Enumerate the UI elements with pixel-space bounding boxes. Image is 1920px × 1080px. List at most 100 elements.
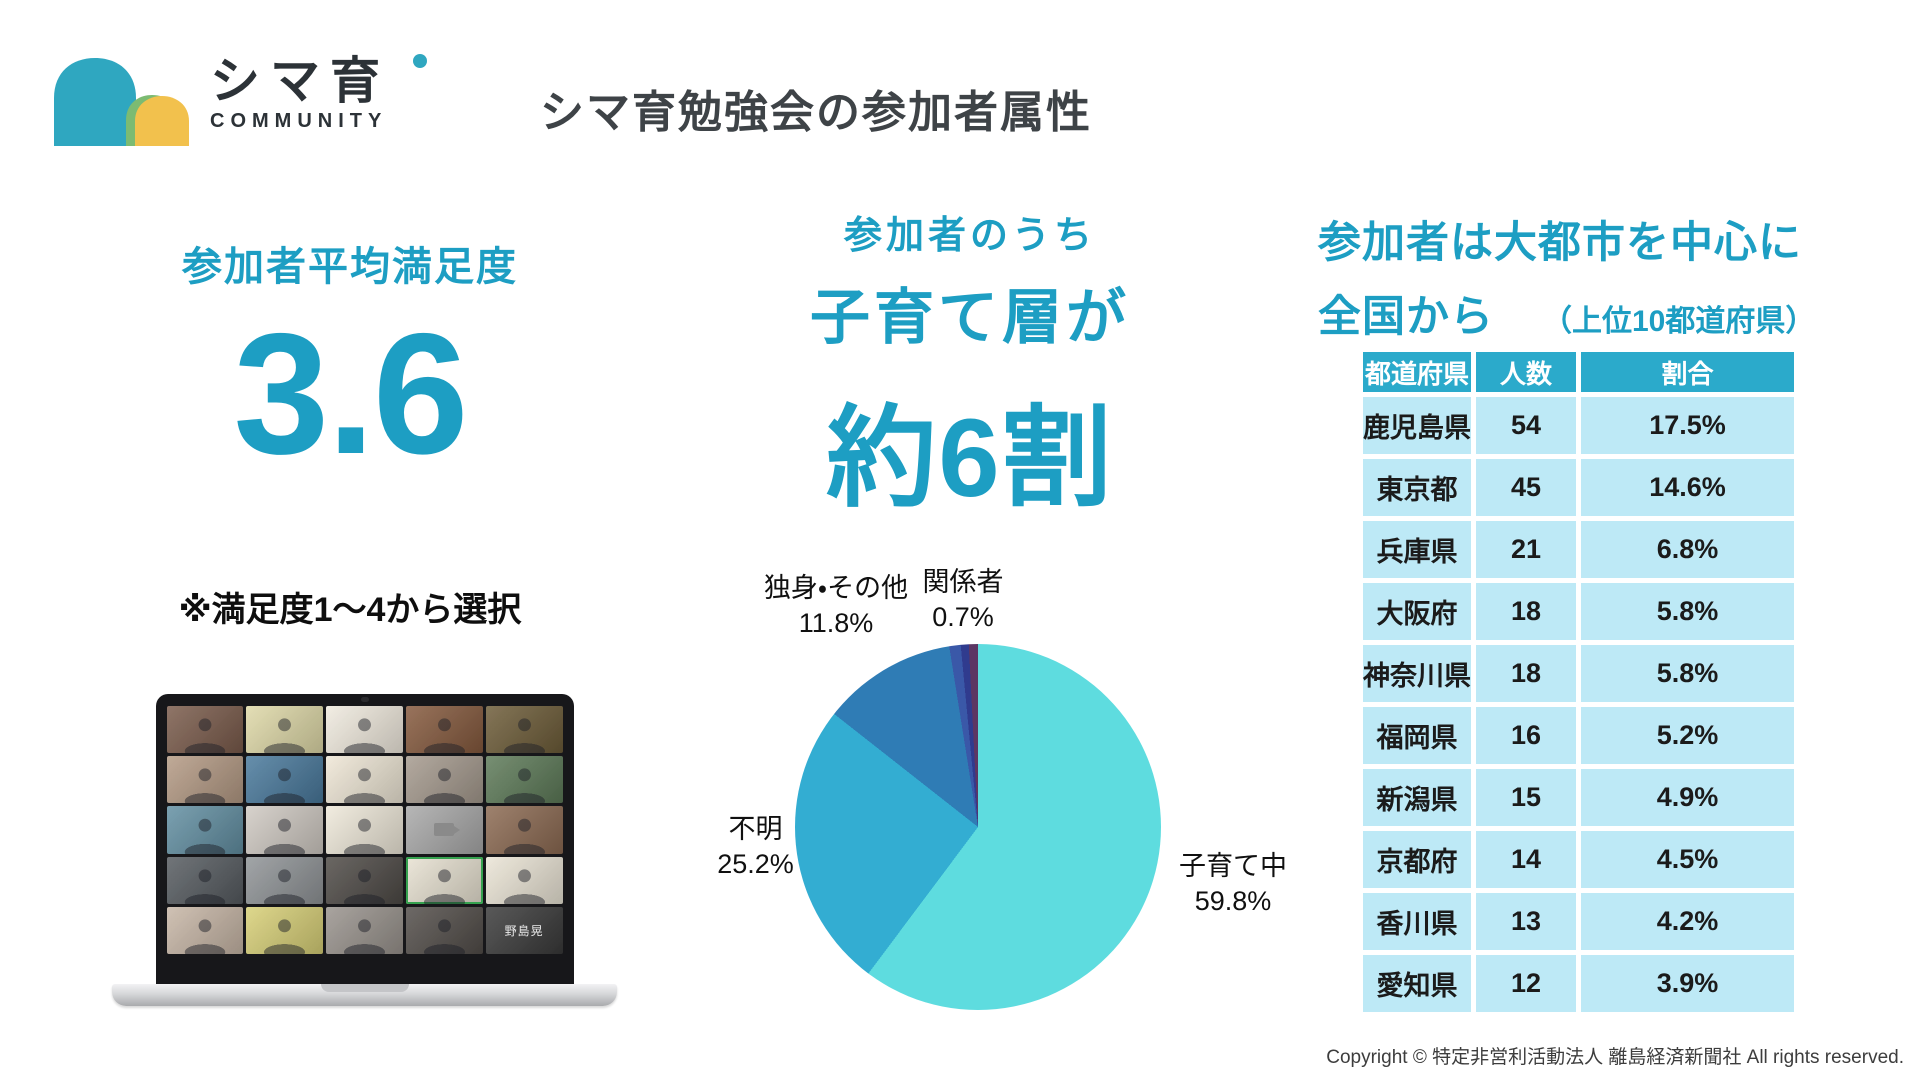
pie-label-text: 不明	[728, 814, 783, 844]
table-cell: 14	[1476, 831, 1576, 888]
table-cell: 香川県	[1363, 893, 1471, 950]
table-cell: 愛知県	[1363, 955, 1471, 1012]
satisfaction-heading: 参加者平均満足度	[182, 245, 518, 289]
laptop-grip	[320, 984, 409, 992]
table-cell: 神奈川県	[1363, 645, 1471, 702]
logo-dot-icon	[413, 54, 427, 68]
video-tile	[166, 806, 244, 854]
video-tile	[326, 806, 403, 854]
table-cell: 45	[1476, 459, 1576, 516]
table-cell: 大阪府	[1363, 583, 1471, 640]
table-cell: 12	[1476, 955, 1576, 1012]
video-tile	[485, 806, 563, 854]
table-cell: 18	[1476, 645, 1576, 702]
satisfaction-note: ※満足度1〜4から選択	[178, 591, 522, 629]
table-cell: 14.6%	[1581, 459, 1794, 516]
regions-heading: 参加者は大都市を中心に 全国から （上位10都道府県）	[1318, 208, 1858, 344]
webcam-notch-icon	[360, 697, 369, 702]
table-cell: 13	[1476, 893, 1576, 950]
pie-label-staff: 関係者 0.7%	[878, 565, 1048, 635]
video-tile: 野島晃	[485, 906, 563, 954]
pie-label-parenting: 子育て中 59.8%	[1138, 849, 1328, 919]
table-cell: 東京都	[1363, 459, 1471, 516]
logo: シマ育 COMMUNITY	[50, 54, 450, 146]
regions-heading-line1: 参加者は大都市を中心に	[1318, 219, 1802, 267]
table-cell: 京都府	[1363, 831, 1471, 888]
video-tile	[405, 806, 483, 854]
video-tile	[405, 856, 483, 904]
logo-text: シマ育 COMMUNITY	[210, 53, 460, 146]
video-tile	[166, 756, 244, 804]
table-cell: 6.8%	[1581, 521, 1794, 578]
pie-label-pct: 0.7%	[932, 602, 994, 633]
copyright: Copyright © 特定非営利活動法人 離島経済新聞社 All rights…	[1326, 1047, 1904, 1068]
table-cell: 福岡県	[1363, 707, 1471, 764]
table-cell: 5.2%	[1581, 707, 1794, 764]
table-cell: 21	[1476, 521, 1576, 578]
pie-label-single-other: 独身・その他 11.8%	[736, 571, 936, 641]
video-tile	[246, 756, 324, 804]
laptop-base	[112, 984, 617, 1006]
table-cell: 54	[1476, 397, 1576, 454]
table-header-cell: 人数	[1476, 352, 1576, 392]
video-tile	[326, 906, 403, 954]
table-cell: 3.9%	[1581, 955, 1794, 1012]
table-cell: 5.8%	[1581, 645, 1794, 702]
video-tile	[166, 856, 244, 904]
logo-islands-icon	[54, 58, 189, 146]
laptop-illustration: 野島晃	[112, 694, 617, 1006]
video-tile	[485, 856, 563, 904]
logo-en-label: COMMUNITY	[210, 110, 388, 132]
video-tile	[405, 706, 483, 754]
table-cell: 17.5%	[1581, 397, 1794, 454]
table-cell: 新潟県	[1363, 769, 1471, 826]
video-tile	[326, 706, 403, 754]
prefecture-table: 都道府県 人数 割合 鹿児島県 54 17.5% 東京都 45 14.6% 兵庫県 21 6.8% 大阪…	[1363, 352, 1794, 1012]
table-cell: 4.2%	[1581, 893, 1794, 950]
pie-label-text: 関係者	[922, 567, 1004, 597]
video-tile	[326, 856, 403, 904]
pie-chart	[795, 644, 1161, 1010]
regions-heading-line2-main: 全国から	[1318, 293, 1494, 341]
table-cell: 鹿児島県	[1363, 397, 1471, 454]
video-tile	[166, 906, 244, 954]
table-cell: 16	[1476, 707, 1576, 764]
table-cell: 兵庫県	[1363, 521, 1471, 578]
pie-label-pct: 59.8%	[1194, 886, 1272, 917]
video-tile	[485, 756, 563, 804]
table-cell: 15	[1476, 769, 1576, 826]
regions-heading-line2: 全国から （上位10都道府県）	[1318, 282, 1858, 344]
pie-label-text: 独身・その他	[763, 573, 909, 603]
video-tile	[246, 906, 324, 954]
demographics-line1: 参加者のうち	[843, 215, 1096, 257]
regions-heading-note: （上位10都道府県）	[1542, 305, 1816, 338]
pie-label-text: 子育て中	[1179, 851, 1287, 881]
laptop-screen: 野島晃	[155, 694, 574, 984]
table-cell: 18	[1476, 583, 1576, 640]
video-tile	[405, 756, 483, 804]
video-tile	[326, 756, 403, 804]
pie-label-unknown: 不明 25.2%	[668, 812, 843, 882]
demographics-heading: 参加者のうち 子育て層が 約6割	[715, 204, 1225, 528]
video-tile	[246, 706, 324, 754]
video-tile	[246, 806, 324, 854]
participant-name-label: 野島晃	[504, 923, 544, 938]
pie-label-pct: 25.2%	[717, 849, 794, 880]
table-cell: 4.9%	[1581, 769, 1794, 826]
table-header-cell: 割合	[1581, 352, 1794, 392]
video-call-grid: 野島晃	[166, 706, 563, 954]
logo-jp-label: シマ育	[210, 53, 390, 109]
pie-label-pct: 11.8%	[798, 608, 874, 639]
camera-off-icon	[434, 823, 461, 837]
table-cell: 4.5%	[1581, 831, 1794, 888]
demographics-line3: 約6割	[826, 397, 1114, 520]
page-title: シマ育勉強会の参加者属性	[540, 88, 1092, 137]
table-cell: 5.8%	[1581, 583, 1794, 640]
video-tile	[485, 706, 563, 754]
video-tile	[405, 906, 483, 954]
satisfaction-score: 3.6	[233, 298, 468, 490]
demographics-line2: 子育て層が	[810, 284, 1130, 351]
video-tile	[246, 856, 324, 904]
video-tile	[166, 706, 244, 754]
